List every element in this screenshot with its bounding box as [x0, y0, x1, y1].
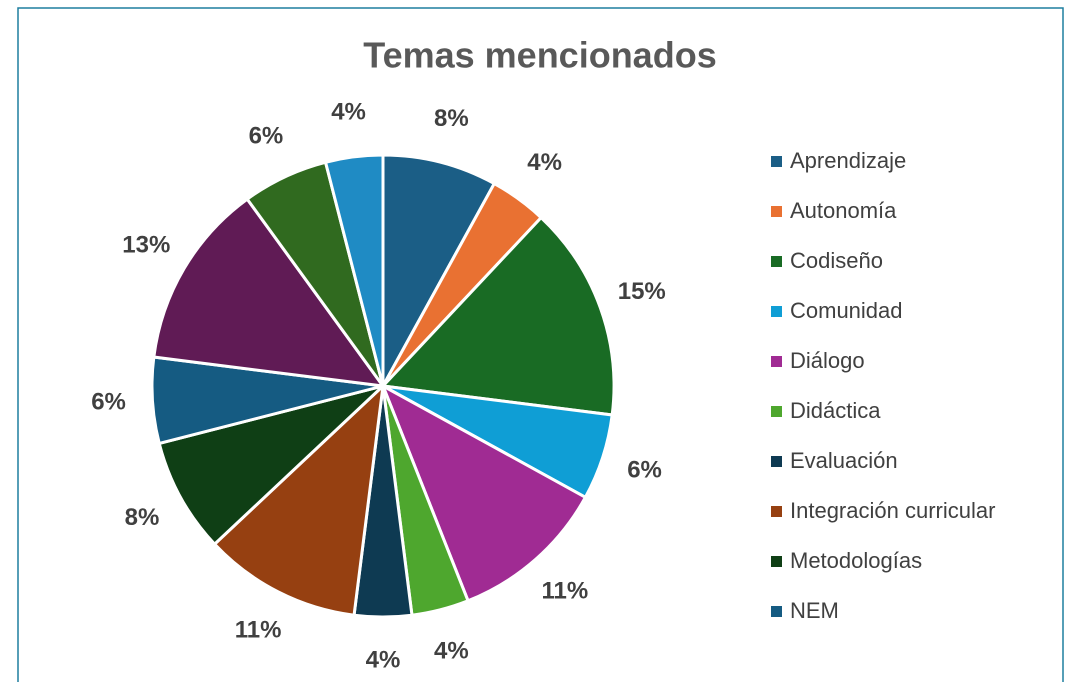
- data-label: 6%: [627, 456, 662, 483]
- legend-swatch: [771, 456, 782, 467]
- data-label: 6%: [91, 389, 126, 416]
- legend-label: Codiseño: [790, 248, 883, 273]
- legend-label: Comunidad: [790, 298, 903, 323]
- data-label: 4%: [527, 149, 562, 176]
- data-label: 6%: [249, 123, 284, 150]
- pie-slice: [212, 382, 386, 617]
- pie-slice: [323, 153, 385, 387]
- legend-label: Metodologías: [790, 548, 922, 573]
- legend-label: Didáctica: [790, 398, 881, 423]
- pie-slice: [381, 153, 497, 387]
- pie-slice: [152, 197, 387, 388]
- legend-swatch: [771, 156, 782, 167]
- chart-title: Temas mencionados: [363, 35, 716, 76]
- legend-swatch: [771, 506, 782, 517]
- legend-swatch: [771, 606, 782, 617]
- pie-slice: [380, 382, 588, 603]
- data-label: 11%: [235, 616, 282, 643]
- legend-label: NEM: [790, 598, 839, 623]
- pie-slice: [379, 215, 616, 417]
- legend-label: Integración curricular: [790, 498, 995, 523]
- data-label: 8%: [434, 105, 469, 132]
- legend-swatch: [771, 306, 782, 317]
- legend-swatch: [771, 406, 782, 417]
- legend-label: Autonomía: [790, 198, 897, 223]
- data-label: 4%: [331, 99, 366, 126]
- data-label: 11%: [542, 578, 589, 605]
- data-label: 4%: [434, 638, 469, 665]
- data-label: 15%: [618, 278, 666, 305]
- legend-label: Diálogo: [790, 348, 865, 373]
- data-label: 8%: [125, 504, 160, 531]
- legend-swatch: [771, 256, 782, 267]
- pie-slice: [157, 384, 385, 547]
- legend-label: Aprendizaje: [790, 148, 906, 173]
- data-label: 13%: [122, 231, 170, 258]
- data-label: 4%: [366, 646, 401, 673]
- legend-swatch: [771, 556, 782, 567]
- legend-swatch: [771, 206, 782, 217]
- legend-swatch: [771, 356, 782, 367]
- legend-label: Evaluación: [790, 448, 898, 473]
